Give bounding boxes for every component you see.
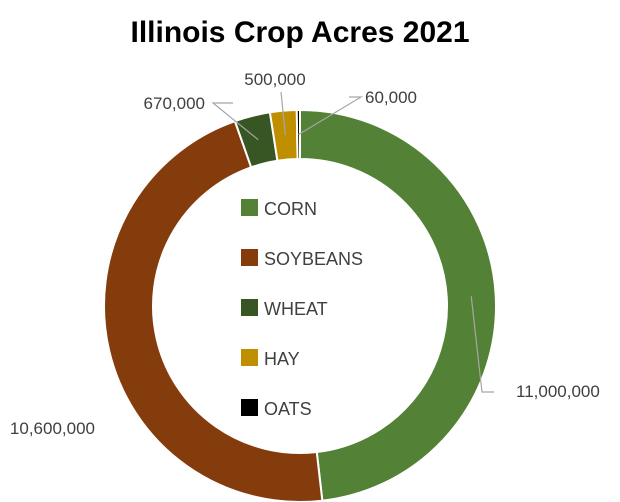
legend-label-wheat: WHEAT	[264, 299, 328, 319]
legend-swatch-wheat	[241, 299, 258, 316]
legend: CORN SOYBEANS WHEAT HAY OATS	[241, 199, 363, 419]
legend-label-soybeans: SOYBEANS	[264, 249, 363, 269]
legend-swatch-oats	[241, 399, 258, 416]
data-label-corn: 11,000,000	[516, 382, 600, 401]
data-label-oats: 60,000	[365, 88, 417, 107]
slice-corn	[299, 108, 497, 502]
chart-title: Illinois Crop Acres 2021	[130, 16, 469, 49]
leader-line-hay	[280, 91, 286, 136]
legend-label-oats: OATS	[264, 399, 312, 419]
data-label-wheat: 670,000	[144, 94, 205, 113]
legend-swatch-soybeans	[241, 249, 258, 266]
leader-line-oats	[298, 96, 364, 136]
leader-line-corn	[470, 296, 494, 393]
legend-label-hay: HAY	[264, 349, 300, 369]
data-labels: 11,000,000 10,600,000 670,000 500,000 60,000	[10, 70, 600, 438]
data-label-hay: 500,000	[244, 70, 305, 89]
data-label-soybeans: 10,600,000	[10, 419, 95, 438]
donut-slices	[103, 108, 497, 502]
slice-oats	[295, 108, 301, 161]
legend-swatch-corn	[241, 199, 258, 216]
label-leader-lines	[211, 91, 494, 393]
slice-soybeans	[103, 119, 324, 502]
legend-swatch-hay	[241, 349, 258, 366]
legend-label-corn: CORN	[264, 199, 317, 219]
leader-line-wheat	[211, 102, 259, 141]
